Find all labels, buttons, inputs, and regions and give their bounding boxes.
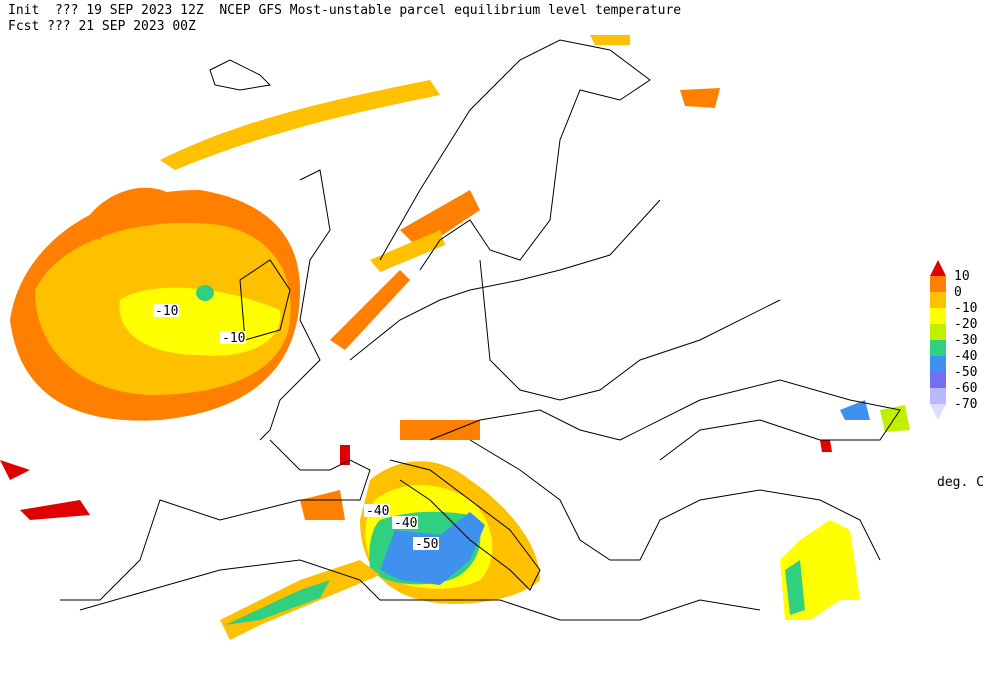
legend: 100-10-20-30-40-50-60-70	[930, 260, 977, 420]
legend-band	[930, 324, 946, 340]
coastlines	[60, 39, 901, 621]
legend-arrow-bottom	[930, 404, 946, 420]
legend-band	[930, 340, 946, 356]
contour-label-bg	[413, 537, 439, 550]
legend-tick-label: -30	[954, 333, 977, 348]
legend-tick-label: 0	[954, 285, 962, 300]
legend-tick-label: -70	[954, 397, 977, 412]
legend-tick-label: -60	[954, 381, 977, 396]
contour-label-bg	[392, 516, 418, 529]
legend-band	[930, 276, 946, 292]
legend-tick-label: -20	[954, 317, 977, 332]
legend-band	[930, 308, 946, 324]
contour-label: -10	[155, 304, 178, 319]
legend-band	[930, 388, 946, 404]
contour-label-bg	[220, 331, 246, 344]
field	[0, 35, 910, 640]
legend-arrow-top	[930, 260, 946, 276]
contour-label: -10	[222, 331, 245, 346]
contour-label-bg	[153, 304, 179, 317]
legend-tick-label: 10	[954, 269, 970, 284]
header-line-1: Init ??? 19 SEP 2023 12Z NCEP GFS Most-u…	[8, 3, 681, 18]
legend-band	[930, 292, 946, 308]
contour-label-bg	[364, 504, 390, 517]
legend-tick-label: -40	[954, 349, 977, 364]
contour-label: -40	[366, 504, 389, 519]
legend-band	[930, 356, 946, 372]
legend-tick-label: -50	[954, 365, 977, 380]
header-line-2: Fcst ??? 21 SEP 2023 00Z	[8, 19, 196, 34]
legend-tick-label: -10	[954, 301, 977, 316]
legend-unit: deg. C	[937, 475, 984, 490]
contour-label: -50	[415, 537, 438, 552]
legend-band	[930, 372, 946, 388]
contour-labels: -10 -10 -40 -40 -50	[153, 304, 439, 552]
contour-label: -40	[394, 516, 417, 531]
